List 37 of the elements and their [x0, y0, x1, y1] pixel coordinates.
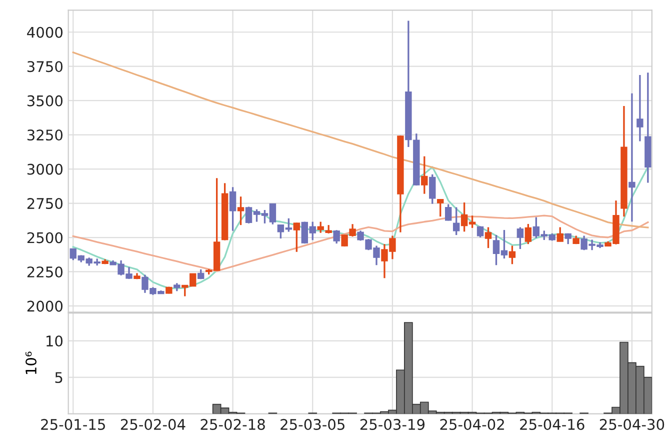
- x-tick-label: 25-03-05: [280, 418, 344, 430]
- line-series: [72, 52, 649, 228]
- x-tick-label: 25-04-02: [440, 418, 504, 430]
- candlestick: [333, 229, 340, 244]
- candlestick: [437, 198, 444, 218]
- candlestick: [636, 74, 644, 142]
- x-tick-label: 25-02-04: [120, 418, 186, 430]
- y-tick-label: 3250: [27, 130, 63, 141]
- candlestick: [421, 155, 428, 195]
- candlestick: [524, 223, 532, 245]
- y-tick-label: 2250: [27, 266, 63, 278]
- candlestick: [429, 174, 436, 205]
- candlestick: [484, 226, 492, 249]
- x-tick-label: 25-04-16: [520, 418, 584, 430]
- y-tick-label: 2500: [27, 232, 63, 244]
- candlestick: [444, 203, 452, 222]
- y-tick-label: 3750: [27, 61, 63, 72]
- y-tick-label: 3500: [27, 95, 63, 106]
- y-tick-label: 3000: [27, 164, 63, 175]
- y-tick-label: 10: [46, 335, 63, 347]
- x-tick-label: 25-02-18: [200, 418, 265, 430]
- candlestick: [317, 220, 324, 234]
- y-tick-label: 5: [55, 372, 62, 384]
- candlestick: [556, 226, 564, 242]
- y-tick-label: 2000: [27, 300, 63, 312]
- y-tick-label: 4000: [27, 26, 63, 38]
- candlestick: [516, 226, 524, 250]
- candlestick: [293, 222, 300, 253]
- x-tick-label: 25-03-19: [360, 418, 425, 430]
- x-tick-label: 25-01-15: [41, 418, 105, 430]
- y-tick-label: 2750: [27, 198, 63, 210]
- x-tick-label: 25-04-30: [600, 418, 664, 430]
- candlestick: [452, 206, 460, 236]
- candlestick: [237, 196, 244, 226]
- candlestick: [229, 186, 236, 232]
- y-axis-title: 10⁶: [26, 352, 37, 374]
- candlestick: [508, 244, 516, 265]
